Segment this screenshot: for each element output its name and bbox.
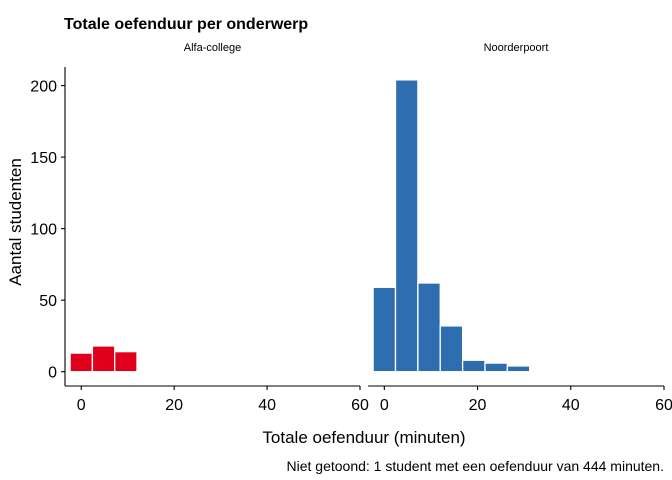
- histogram-bar: [337, 371, 361, 373]
- histogram-bar: [225, 371, 250, 373]
- histogram-bar: [270, 371, 294, 373]
- histogram-bar: [461, 359, 486, 373]
- y-tick-label: 0: [48, 365, 57, 382]
- histogram-bar: [372, 286, 397, 373]
- x-tick-label: 0: [77, 397, 86, 414]
- facet-label: Noorderpoort: [484, 42, 549, 54]
- histogram-bar: [529, 371, 553, 373]
- histogram-bar: [136, 370, 160, 373]
- panel-noorderpoort: Noorderpoort 0 20 40 60: [368, 42, 672, 414]
- histogram-bar: [91, 345, 116, 373]
- y-tick-label: 150: [30, 150, 57, 167]
- y-tick-label: 50: [39, 293, 57, 310]
- histogram-bar: [69, 352, 94, 373]
- histogram-bar: [417, 282, 441, 373]
- histogram-bar: [573, 370, 598, 373]
- chart-title: Totale oefenduur per onderwerp: [64, 16, 308, 33]
- y-tick-label: 200: [30, 79, 57, 96]
- histogram-bar: [640, 370, 665, 373]
- x-tick-label: 20: [165, 397, 183, 414]
- y-axis-title: Aantal studenten: [6, 158, 25, 286]
- histogram-bar: [247, 371, 272, 373]
- x-tick-label: 0: [380, 397, 389, 414]
- x-tick-label: 40: [562, 397, 580, 414]
- histogram-bar: [551, 371, 576, 373]
- histogram-bar: [484, 362, 509, 373]
- y-tick-label: 100: [30, 222, 57, 239]
- histogram-bar: [394, 79, 419, 373]
- facet-label: Alfa-college: [184, 42, 241, 54]
- histogram-bar: [180, 371, 205, 373]
- histogram-bar: [439, 325, 464, 373]
- histogram-bar: [114, 351, 138, 373]
- histogram-bar: [596, 371, 620, 373]
- x-tick-label: 60: [655, 397, 672, 414]
- chart-caption: Niet getoond: 1 student met een oefenduu…: [287, 458, 665, 474]
- histogram-bar: [292, 371, 317, 373]
- histogram-bar: [618, 371, 643, 373]
- histogram-bar: [203, 371, 227, 373]
- histogram-bar: [506, 365, 531, 373]
- x-axis-title: Totale oefenduur (minuten): [262, 428, 465, 447]
- x-tick-label: 60: [351, 397, 369, 414]
- x-tick-label: 40: [258, 397, 276, 414]
- panel-alfa-college: Alfa-college 0 20 40 60 0 50 100 150 200: [30, 42, 369, 414]
- histogram-bar: [314, 371, 339, 373]
- x-tick-label: 20: [469, 397, 487, 414]
- histogram-bar: [158, 371, 183, 373]
